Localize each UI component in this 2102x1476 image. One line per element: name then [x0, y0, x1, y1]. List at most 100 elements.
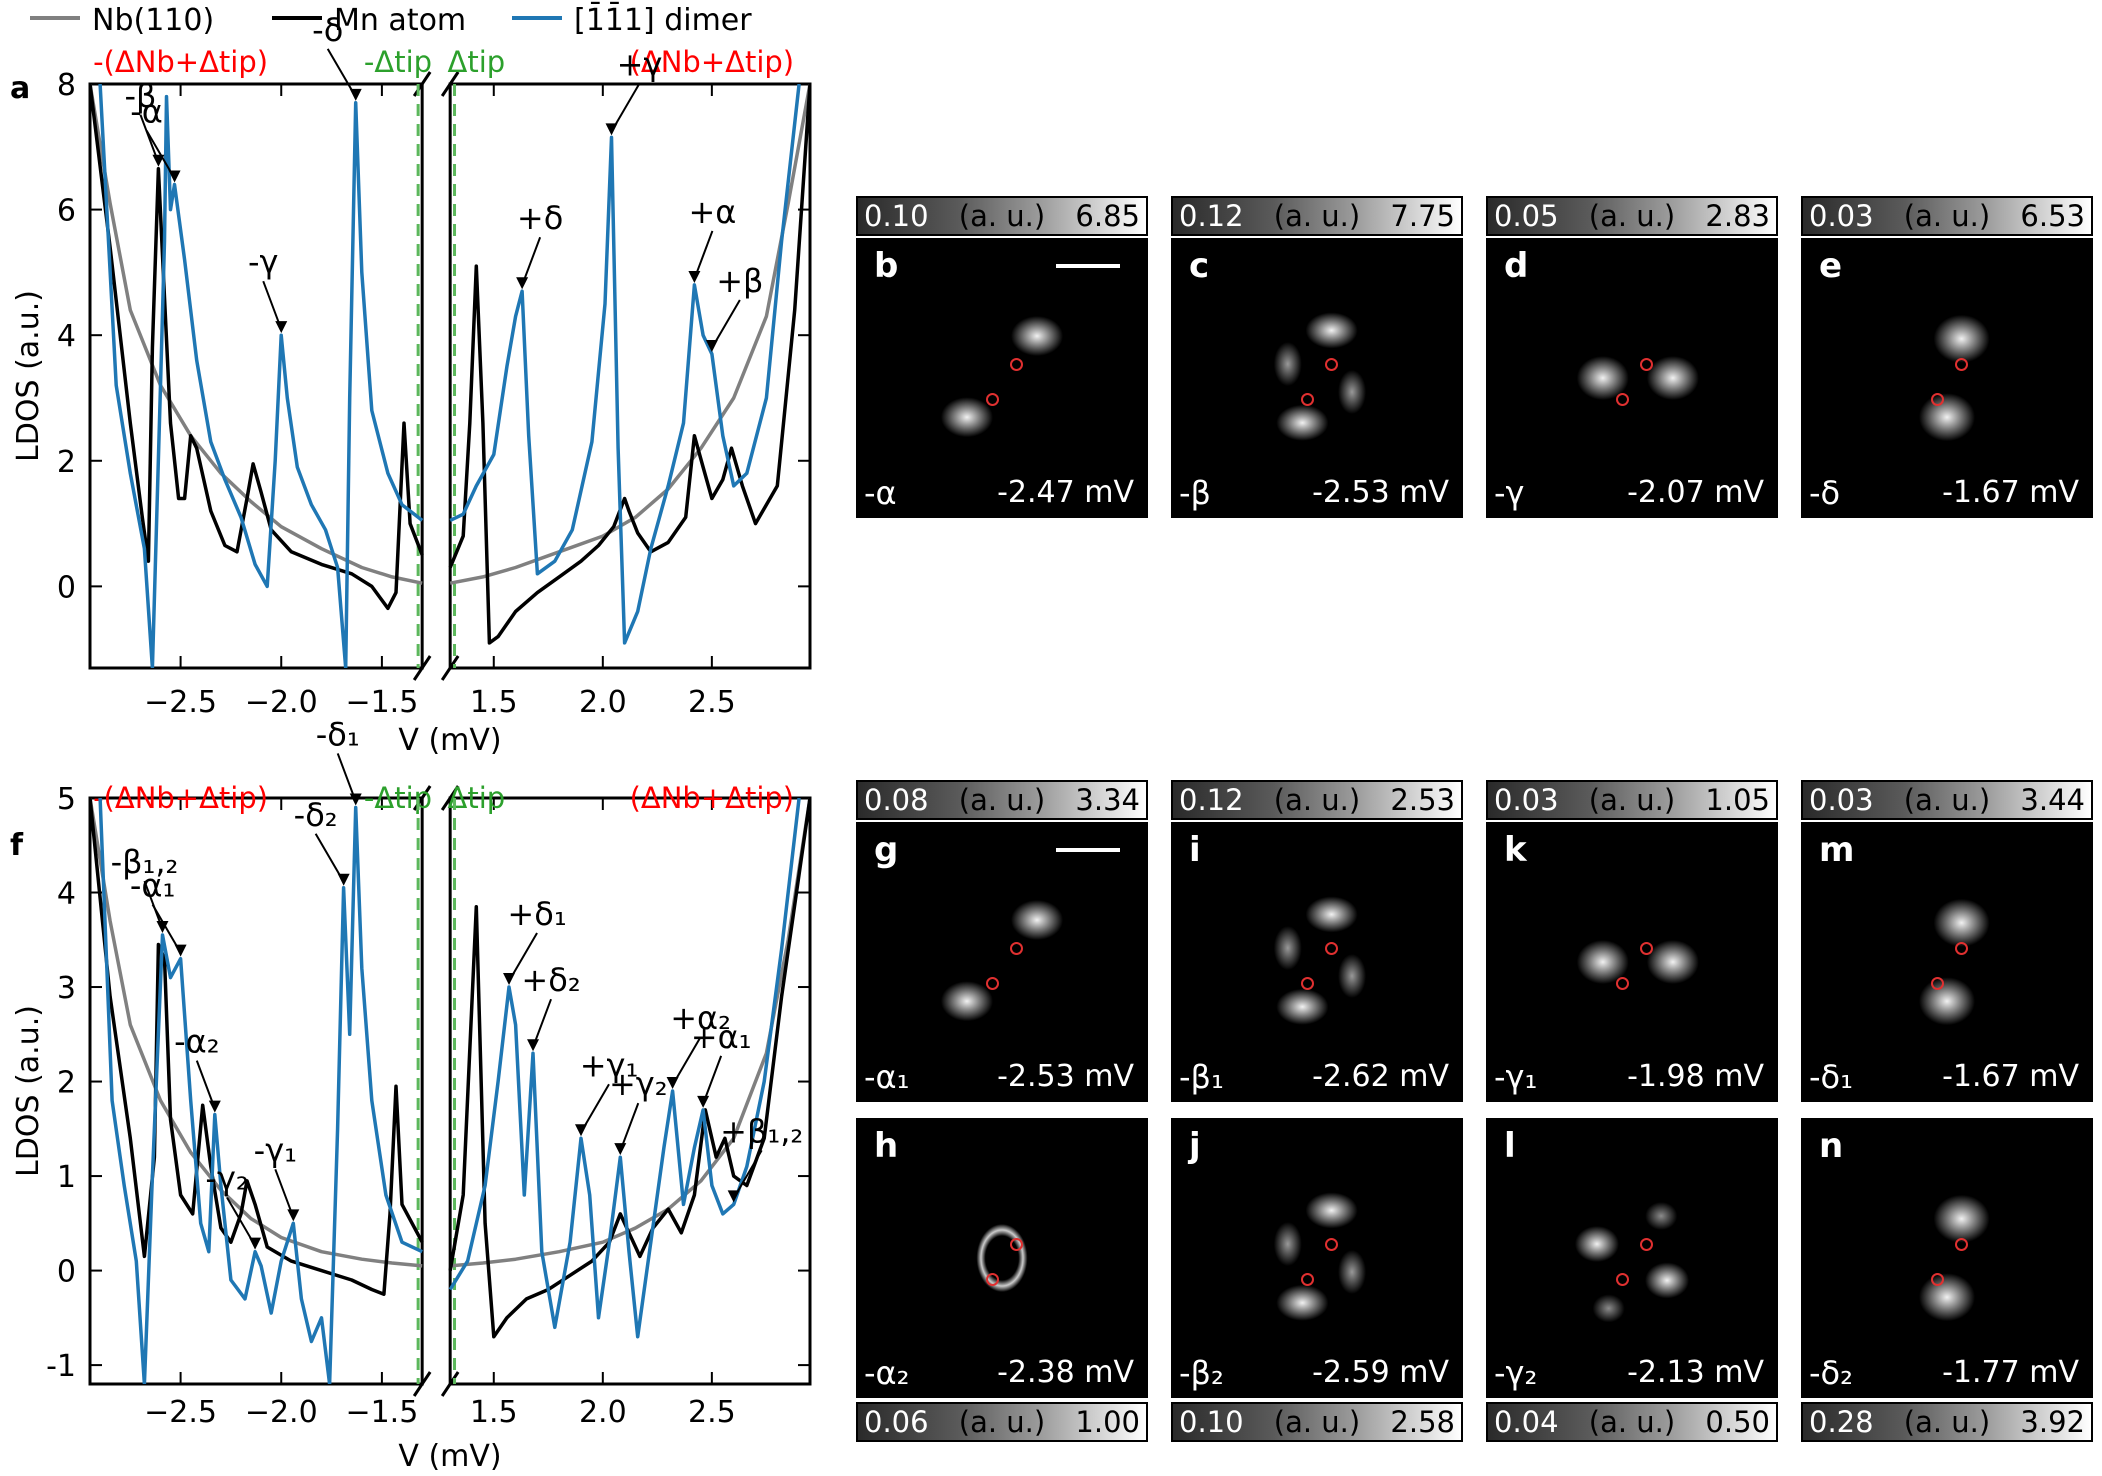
dimer-atom-marker: [1931, 1273, 1944, 1286]
dimer-atom-marker: [1010, 358, 1023, 371]
conductance-map-c: c -β -2.53 mV: [1171, 238, 1463, 518]
conductance-map-g: g -α₁ -2.53 mV: [856, 822, 1148, 1102]
dimer-atom-marker: [1955, 1238, 1968, 1251]
y-tick-label: 4: [57, 319, 76, 354]
series-line: [90, 798, 423, 1268]
legend-label: Nb(110): [92, 3, 214, 38]
conductance-map-b: b -α -2.47 mV: [856, 238, 1148, 518]
map-panel-label: d: [1504, 246, 1529, 286]
y-tick-label: 5: [57, 782, 76, 817]
map-panel-label: g: [874, 830, 899, 870]
peak-annotation: -β₁,₂: [111, 843, 179, 881]
dimer-atom-marker: [1640, 1238, 1653, 1251]
annotation-arrowhead: [349, 88, 362, 101]
gap-label-neg-inner: -Δtip: [364, 781, 432, 815]
map-state-label: -δ₂: [1809, 1354, 1853, 1392]
legend-entry: Mn atom: [272, 3, 466, 38]
colorbar-min: 0.10: [1179, 1405, 1244, 1439]
peak-annotation: -γ₁: [254, 1131, 297, 1169]
colorbar-max: 2.83: [1705, 199, 1770, 233]
gap-label-pos-inner: Δtip: [447, 45, 505, 79]
annotation-arrowhead: [688, 270, 701, 283]
map-voltage: -2.38 mV: [997, 1355, 1134, 1390]
peak-annotation: +β₁,₂: [720, 1112, 803, 1150]
peak-annotation: -γ₂: [205, 1160, 248, 1198]
axis-break-mark: [412, 1371, 432, 1397]
dimer-atom-marker: [1640, 358, 1653, 371]
dimer-atom-marker: [986, 393, 999, 406]
colorbar-unit: (a. u.): [1273, 783, 1361, 817]
colorbar-unit: (a. u.): [1273, 1405, 1361, 1439]
colorbar-unit: (a. u.): [1903, 199, 1991, 233]
dimer-atom-marker: [1931, 977, 1944, 990]
gap-label-neg-outer: -(ΔNb+Δtip): [93, 781, 268, 815]
series-group: [90, 84, 810, 668]
y-tick-label: 0: [57, 1255, 76, 1290]
colorbar-unit: (a. u.): [1903, 1405, 1991, 1439]
colorbar: 0.12 (a. u.) 7.75: [1171, 196, 1463, 236]
colorbar-min: 0.04: [1494, 1405, 1559, 1439]
peak-annotation: +δ₂: [521, 961, 580, 999]
axes-frame-left: [88, 82, 424, 670]
gap-label-pos-inner: Δtip: [447, 781, 505, 815]
x-tick-label: −2.0: [245, 1395, 318, 1430]
colorbar-max: 6.85: [1075, 199, 1140, 233]
colorbar-unit: (a. u.): [1588, 199, 1676, 233]
colorbar-max: 7.75: [1390, 199, 1455, 233]
colorbar-max: 0.50: [1705, 1405, 1770, 1439]
annotation-arrowhead: [275, 321, 288, 334]
map-panel-label: b: [874, 246, 899, 286]
map-state-label: -α₁: [864, 1058, 910, 1096]
map-state-label: -δ₁: [1809, 1058, 1853, 1096]
colorbar-max: 1.00: [1075, 1405, 1140, 1439]
ldos-plot-a: 0 2 4 6 8 −2.5 −2.0 −1.5 1.5 2.0 2.5 V (mV) LDOS (a.…: [10, 11, 812, 758]
dimer-atom-marker: [1616, 977, 1629, 990]
gap-label-pos-outer: (ΔNb+Δtip): [630, 781, 795, 815]
y-tick-label: 6: [57, 194, 76, 229]
peak-annotation: -γ: [248, 243, 278, 281]
colorbar: 0.28 (a. u.) 3.92: [1801, 1402, 2093, 1442]
x-tick-label: 2.5: [688, 1395, 736, 1430]
panel-label: a: [10, 71, 30, 106]
axes-frame-right: [448, 796, 812, 1386]
colorbar-min: 0.12: [1179, 783, 1244, 817]
map-state-label: -β₁: [1179, 1058, 1224, 1096]
series-line: [448, 798, 810, 1339]
annotation-arrowhead: [666, 1077, 679, 1089]
annotation-arrowhead: [208, 1100, 221, 1113]
colorbar-min: 0.03: [1494, 783, 1559, 817]
dimer-atom-marker: [986, 1273, 999, 1286]
annotation-arrowhead: [287, 1209, 300, 1222]
annotation-arrowhead: [516, 277, 529, 290]
annotation-arrowhead: [727, 1190, 740, 1203]
colorbar: 0.03 (a. u.) 6.53: [1801, 196, 2093, 236]
colorbar-min: 0.05: [1494, 199, 1559, 233]
map-panel-label: j: [1189, 1126, 1201, 1166]
colorbar: 0.12 (a. u.) 2.53: [1171, 780, 1463, 820]
peak-annotation: -δ: [312, 11, 343, 49]
colorbar-unit: (a. u.): [958, 1405, 1046, 1439]
dimer-atom-marker: [1301, 393, 1314, 406]
map-voltage: -1.67 mV: [1942, 1059, 2079, 1094]
gap-label-neg-inner: -Δtip: [364, 45, 432, 79]
dimer-atom-marker: [1325, 942, 1338, 955]
map-voltage: -2.53 mV: [997, 1059, 1134, 1094]
conductance-map-h: h -α₂ -2.38 mV: [856, 1118, 1148, 1398]
colorbar-unit: (a. u.): [1903, 783, 1991, 817]
map-state-label: -δ: [1809, 474, 1841, 512]
series-line: [448, 798, 801, 1339]
peak-annotation: +δ: [517, 199, 563, 237]
series-line: [448, 84, 810, 645]
x-tick-label: −1.5: [345, 1395, 418, 1430]
colorbar: 0.03 (a. u.) 1.05: [1486, 780, 1778, 820]
colorbar-min: 0.03: [1809, 783, 1874, 817]
series-line: [98, 84, 424, 668]
map-voltage: -2.53 mV: [1312, 475, 1449, 510]
dimer-atom-marker: [1325, 358, 1338, 371]
series-group: [90, 798, 810, 1384]
y-axis-label: LDOS (a.u.): [11, 290, 46, 462]
x-axis-label: V (mV): [398, 723, 501, 758]
gap-label-neg-outer: -(ΔNb+Δtip): [93, 45, 268, 79]
dimer-atom-marker: [1931, 393, 1944, 406]
annotation-arrowhead: [156, 921, 169, 934]
